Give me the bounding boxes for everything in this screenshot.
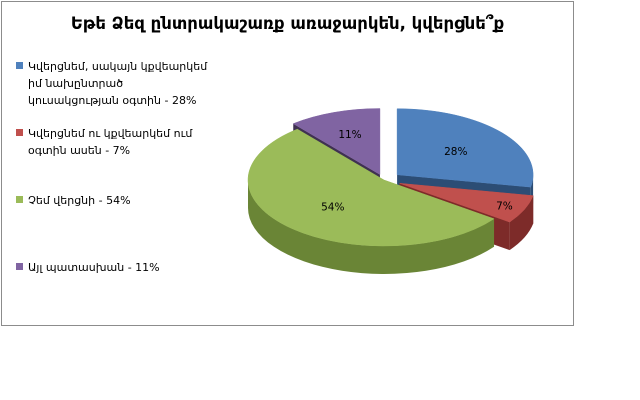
legend-label: Կվերցնեմ, սակայն կքվեարկեմ իմ նախընտրած …	[28, 60, 208, 107]
legend-item-other-answer: Այլ պատասխան - 11%	[16, 259, 212, 276]
chart-title: Եթե Ձեզ ընտրակաշառք առաջարկեն, կվերցնե՞ք	[70, 14, 505, 33]
data-label-other-answer: 11%	[338, 129, 361, 141]
slice-top	[247, 128, 495, 247]
pie-slice-will-not-take	[247, 128, 495, 274]
slice-top	[292, 108, 381, 175]
legend-label: Կվերցնեմ ու կքվեարկեմ ում օգտին ասեն - 7…	[28, 127, 193, 157]
data-label-take-vote-own-choice: 28%	[444, 146, 467, 158]
legend-item-take-vote-own-choice: Կվերցնեմ, սակայն կքվեարկեմ իմ նախընտրած …	[16, 58, 212, 109]
data-label-will-not-take: 54%	[321, 201, 344, 213]
slice-top	[399, 183, 534, 223]
legend-label: Այլ պատասխան - 11%	[28, 261, 160, 274]
legend-label: Չեմ վերցնի - 54%	[28, 194, 131, 207]
legend-swatch	[16, 196, 23, 203]
data-label-take-vote-as-told: 7%	[496, 200, 513, 212]
legend-swatch	[16, 62, 23, 69]
legend-swatch	[16, 263, 23, 270]
legend-item-will-not-take: Չեմ վերցնի - 54%	[16, 192, 212, 209]
slice-rim	[248, 180, 495, 274]
slice-rim	[509, 195, 534, 251]
legend-item-take-vote-as-told: Կվերցնեմ ու կքվեարկեմ ում օգտին ասեն - 7…	[16, 125, 212, 159]
chart-frame: Եթե Ձեզ ընտրակաշառք առաջարկեն, կվերցնե՞ք…	[1, 1, 574, 326]
legend-swatch	[16, 129, 23, 136]
pie-chart: 28% 7% 54% 11%	[247, 108, 534, 274]
slice-top	[396, 108, 534, 188]
